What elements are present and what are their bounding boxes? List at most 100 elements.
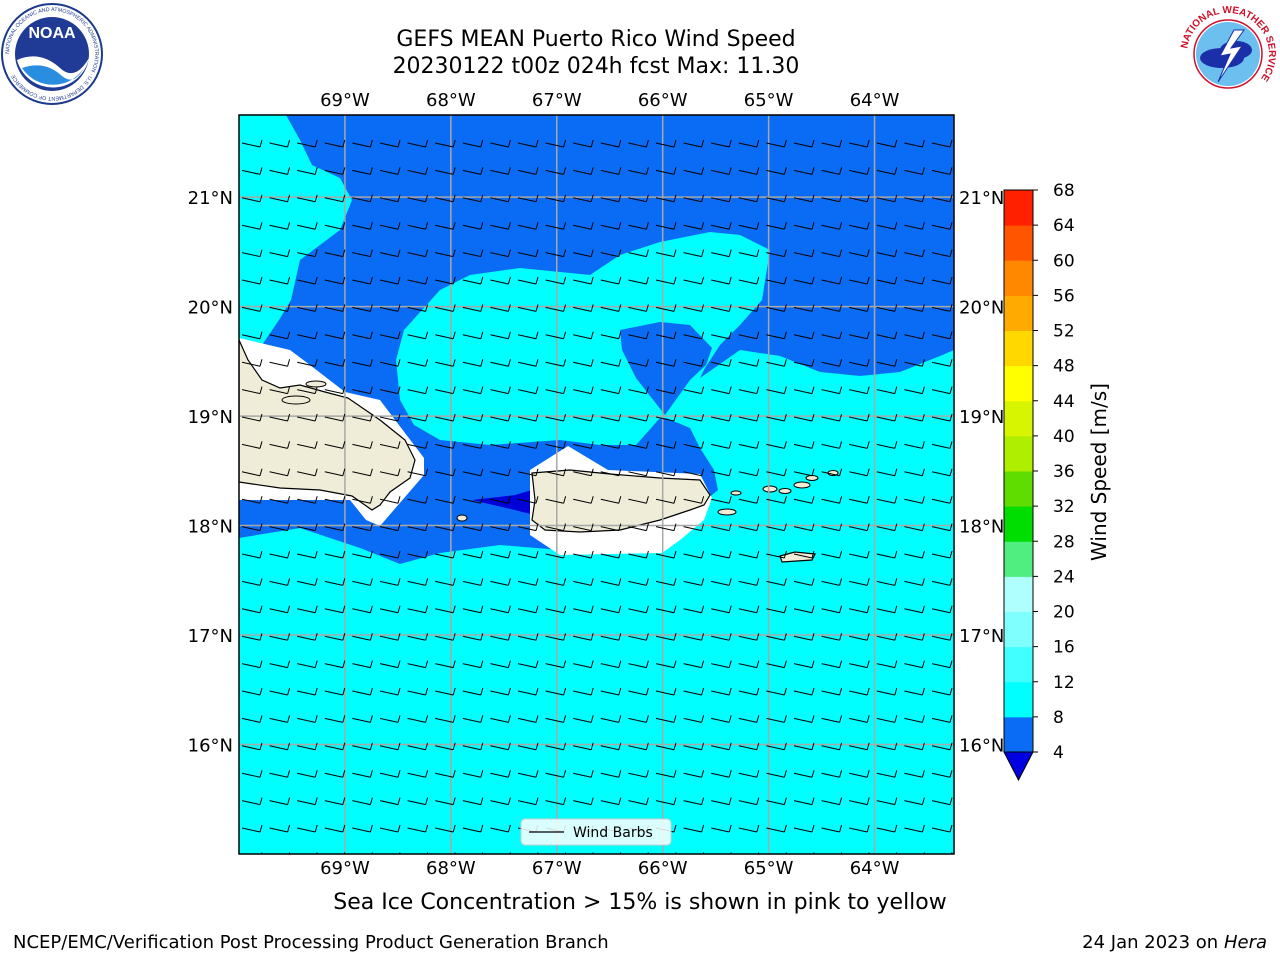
wind-barb [683, 222, 705, 230]
wind-barb [876, 386, 898, 395]
wind-barb [793, 331, 815, 340]
wind-barb [462, 770, 484, 778]
wind-barb [517, 468, 539, 477]
wind-barb [379, 605, 401, 614]
wind-barb [628, 633, 649, 641]
wind-barb [766, 331, 787, 340]
wind-barb [628, 194, 649, 203]
wind-barb [683, 578, 705, 586]
wind-barb [931, 194, 953, 203]
wind-barb [462, 824, 484, 833]
wind-barb [821, 331, 843, 340]
wind-barb [766, 742, 787, 751]
wind-barb [821, 660, 843, 669]
wind-barb [849, 222, 870, 230]
wind-barb [738, 633, 760, 641]
wind-barb [269, 824, 291, 833]
wind-barb [931, 578, 953, 586]
wind-barb [628, 441, 649, 449]
wind-barb [462, 304, 484, 312]
wind-barb [904, 441, 925, 449]
colorbar-segment [1004, 365, 1033, 402]
wind-barb [738, 139, 760, 148]
wind-barb [517, 386, 539, 395]
wind-fill-8-12 [239, 115, 352, 348]
wind-barb [738, 715, 760, 723]
wind-barb [379, 249, 401, 258]
wind-barb [793, 578, 815, 586]
wind-barb [876, 742, 898, 751]
wind-barb [793, 304, 815, 312]
wind-barb [931, 523, 953, 532]
wind-barb [517, 523, 539, 532]
plot-area [239, 115, 954, 854]
wind-barb [407, 359, 429, 367]
wind-barb [324, 715, 346, 723]
wind-barb [297, 386, 318, 395]
wind-barb [297, 578, 318, 586]
wind-barb [379, 496, 401, 504]
wind-barb [904, 605, 925, 614]
wind-barb [849, 797, 870, 806]
wind-barb [711, 304, 732, 312]
wind-barb [849, 386, 870, 395]
wind-barb [876, 194, 898, 203]
wind-barb [573, 249, 594, 258]
wind-barb [628, 468, 649, 477]
wind-barb [435, 523, 456, 532]
wind-barb [711, 441, 732, 449]
wind-barb [324, 550, 346, 559]
wind-barb [462, 660, 484, 669]
wind-barb [269, 550, 291, 559]
wind-barb [379, 770, 401, 778]
wind-barb [573, 715, 594, 723]
wind-barb [711, 139, 732, 148]
wind-barb [462, 468, 484, 477]
lat-labels-right: 21°N 20°N 19°N 18°N 17°N 16°N [959, 188, 1004, 756]
wind-barb [324, 359, 346, 367]
wind-barb [931, 441, 953, 449]
wind-barb [517, 304, 539, 312]
wind-barb [241, 304, 263, 312]
wind-barb [931, 496, 953, 504]
wind-barb [435, 660, 456, 669]
wind-barb [655, 194, 677, 203]
wind-barb [324, 770, 346, 778]
wind-barb [711, 660, 732, 669]
wind-barb [766, 139, 787, 148]
wind-barb [490, 797, 511, 806]
wind-barb [241, 386, 263, 395]
wind-barb [241, 578, 263, 586]
wind-barb [490, 276, 511, 285]
wind-barb [738, 578, 760, 586]
wind-barb [655, 304, 677, 312]
wind-barb [407, 167, 429, 175]
lon-label: 67°W [532, 858, 582, 879]
wind-barb [352, 578, 373, 586]
wind-barb [407, 386, 429, 395]
wind-barb [628, 578, 649, 586]
wind-barb [352, 523, 373, 532]
wind-barb [904, 222, 925, 230]
wind-barb [407, 605, 429, 614]
wind-barb [849, 468, 870, 477]
wind-barb [462, 633, 484, 641]
wind-barb [573, 633, 594, 641]
wind-barb [269, 633, 291, 641]
wind-barb [738, 742, 760, 751]
wind-barb [241, 550, 263, 559]
wind-barb [490, 167, 511, 175]
wind-barb [462, 167, 484, 175]
wind-barb [931, 715, 953, 723]
wind-barb [490, 523, 511, 532]
graticule [239, 115, 954, 854]
wind-barb [849, 523, 870, 532]
wind-barb [573, 468, 594, 477]
lat-label: 18°N [188, 517, 233, 538]
wind-barb [435, 331, 456, 340]
wind-barb [683, 359, 705, 367]
wind-barb [324, 331, 346, 340]
wind-barb [324, 441, 346, 449]
wind-barb [545, 797, 567, 806]
wind-barb [269, 441, 291, 449]
